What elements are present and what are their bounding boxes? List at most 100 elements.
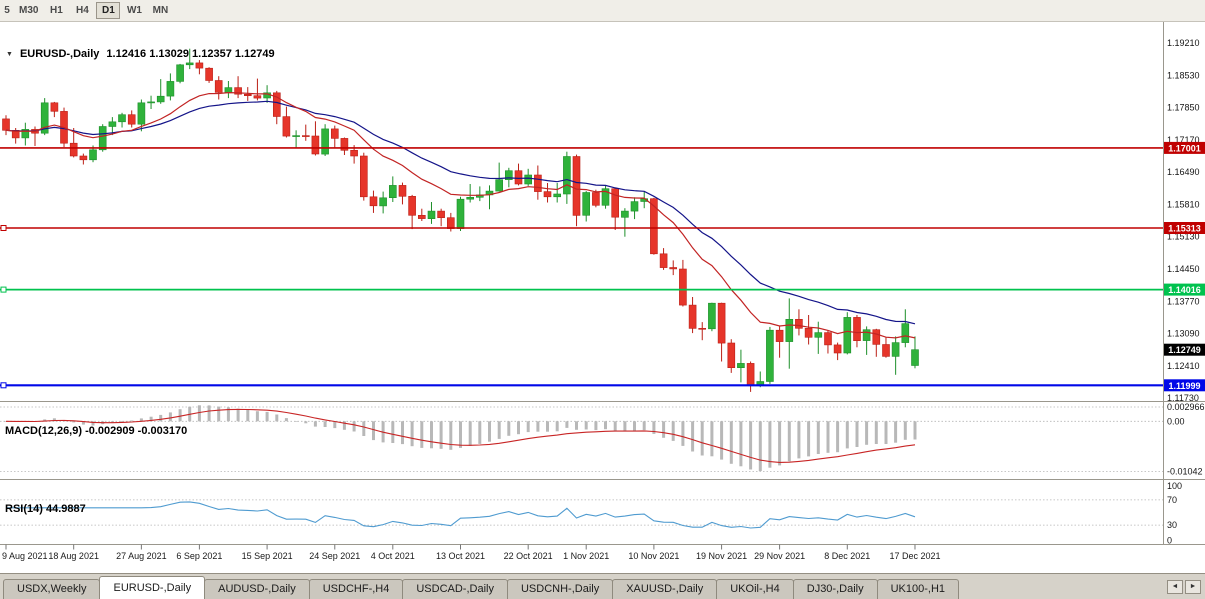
chart-tab-usdcad-daily[interactable]: USDCAD-,Daily	[402, 579, 508, 599]
candle-body	[108, 121, 117, 127]
rsi-axis-label: 70	[1167, 495, 1177, 505]
macd-histogram-bar	[226, 407, 230, 422]
chart-canvas[interactable]: 1.19210 1.18530 1.17850 1.17170 1.16490 1.158…	[0, 22, 1205, 573]
price-badge	[1164, 222, 1205, 234]
macd-histogram-bar	[313, 421, 317, 427]
chart-tab-usdcnh-daily[interactable]: USDCNH-,Daily	[506, 579, 614, 599]
candle-body	[427, 210, 436, 220]
price-axis-label: 1.17850	[1167, 103, 1200, 113]
candle-body	[708, 302, 716, 330]
date-axis-label: 4 Oct 2021	[371, 551, 415, 561]
tab-scroll-left-button[interactable]: ◄	[1167, 580, 1183, 594]
candle-body	[40, 102, 49, 134]
candle-body	[514, 170, 523, 185]
chart-tab-ukoil-h4[interactable]: UKOil-,H4	[716, 579, 794, 599]
candle-body	[843, 317, 852, 354]
price-axis-label: 1.15130	[1167, 232, 1200, 242]
timeframe-button-h4[interactable]: H4	[70, 2, 94, 19]
macd-histogram-bar	[236, 408, 240, 422]
date-axis-label: 13 Oct 2021	[436, 551, 485, 561]
candle-body	[543, 191, 552, 198]
date-axis-label: 6 Sep 2021	[176, 551, 222, 561]
macd-histogram-bar	[265, 411, 269, 422]
macd-histogram-bar	[787, 421, 791, 462]
date-axis-label: 17 Dec 2021	[889, 551, 940, 561]
macd-histogram-bar	[662, 421, 666, 438]
hline-handle[interactable]	[0, 225, 7, 231]
hline-handle[interactable]	[0, 382, 7, 389]
candle-body	[504, 170, 513, 180]
candle-body	[79, 155, 88, 161]
timeframe-button-w1[interactable]: W1	[122, 2, 146, 19]
candle-body	[833, 344, 842, 354]
macd-histogram-bar	[517, 421, 520, 435]
macd-histogram-bar	[681, 421, 685, 446]
macd-histogram-bar	[507, 421, 511, 436]
timeframe-toolbar: 5 M30 H1 H4 D1 W1 MN	[0, 0, 1205, 22]
timeframe-button-d1[interactable]: D1	[96, 2, 121, 19]
candle-body	[853, 317, 861, 341]
candle-body	[321, 128, 329, 155]
candle-body	[688, 304, 697, 329]
chart-tab-usdx-weekly[interactable]: USDX,Weekly	[3, 579, 101, 599]
candle-body	[553, 193, 562, 198]
macd-histogram-bar	[468, 421, 472, 446]
macd-histogram-bar	[72, 421, 76, 423]
macd-histogram-bar	[120, 421, 124, 422]
chart-tab-xauusd-daily[interactable]: XAUUSD-,Daily	[612, 579, 718, 599]
date-axis-label: 24 Sep 2021	[309, 551, 360, 561]
chart-dropdown-icon[interactable]: ▼	[6, 50, 13, 58]
macd-histogram-bar	[720, 421, 724, 460]
timeframe-button-5[interactable]: 5	[1, 2, 13, 19]
macd-histogram-bar	[352, 421, 356, 432]
candle-body	[166, 81, 175, 97]
chart-tab-eurusd-daily[interactable]: EURUSD-,Daily	[99, 576, 206, 599]
hline-handle[interactable]	[0, 286, 7, 293]
candle-body	[456, 198, 465, 229]
macd-histogram-bar	[255, 411, 259, 422]
rsi-panel	[0, 499, 1163, 529]
candle-body	[495, 179, 504, 192]
candle-body	[98, 126, 107, 151]
timeframe-button-h1[interactable]: H1	[44, 2, 68, 19]
chart-tab-usdchf-h4[interactable]: USDCHF-,H4	[308, 579, 404, 599]
chart-tab-uk100-h1[interactable]: UK100-,H1	[876, 579, 960, 599]
macd-histogram-bar	[671, 421, 675, 441]
macd-axis-label: -0.01042	[1167, 466, 1203, 476]
price-badge-label: 1.12749	[1168, 345, 1201, 355]
macd-histogram-bar	[826, 421, 830, 453]
macd-histogram-bar	[130, 420, 134, 422]
candle-body	[69, 142, 78, 157]
macd-histogram-bar	[778, 421, 782, 466]
macd-signal-line	[5, 408, 916, 463]
candle-body	[50, 102, 59, 112]
chart-area[interactable]: ▼ EURUSD-,Daily 1.12416 1.13029 1.12357 …	[0, 22, 1205, 573]
candle-body	[388, 185, 397, 198]
price-axis-label: 1.12410	[1167, 361, 1200, 371]
candle-body	[11, 130, 20, 139]
macd-histogram-bar	[836, 421, 840, 453]
candle-body	[901, 323, 910, 343]
candle-body	[253, 95, 262, 99]
macd-histogram-bar	[430, 421, 433, 449]
macd-histogram-bar	[149, 416, 153, 422]
macd-histogram-bar	[207, 405, 211, 422]
candle-body	[611, 188, 620, 218]
chart-tab-dj30-daily[interactable]: DJ30-,Daily	[792, 579, 878, 599]
tab-scroll-right-button[interactable]: ►	[1185, 580, 1201, 594]
macd-histogram-bar	[604, 421, 607, 430]
timeframe-button-m30[interactable]: M30	[15, 2, 42, 19]
chart-tab-audusd-daily[interactable]: AUDUSD-,Daily	[204, 579, 310, 599]
candle-body	[630, 201, 639, 212]
axes-and-labels: 1.19210 1.18530 1.17850 1.17170 1.16490 1.158…	[0, 22, 1205, 561]
ma-slow-line	[5, 100, 916, 325]
candle-body	[717, 302, 726, 344]
candle-body	[659, 253, 668, 268]
macd-histogram-bar	[304, 421, 308, 424]
macd-histogram-bar	[420, 421, 424, 448]
price-badge	[1164, 343, 1205, 356]
candle-body	[669, 267, 678, 270]
timeframe-button-mn[interactable]: MN	[148, 2, 172, 19]
price-axis-label: 1.13770	[1167, 296, 1200, 306]
